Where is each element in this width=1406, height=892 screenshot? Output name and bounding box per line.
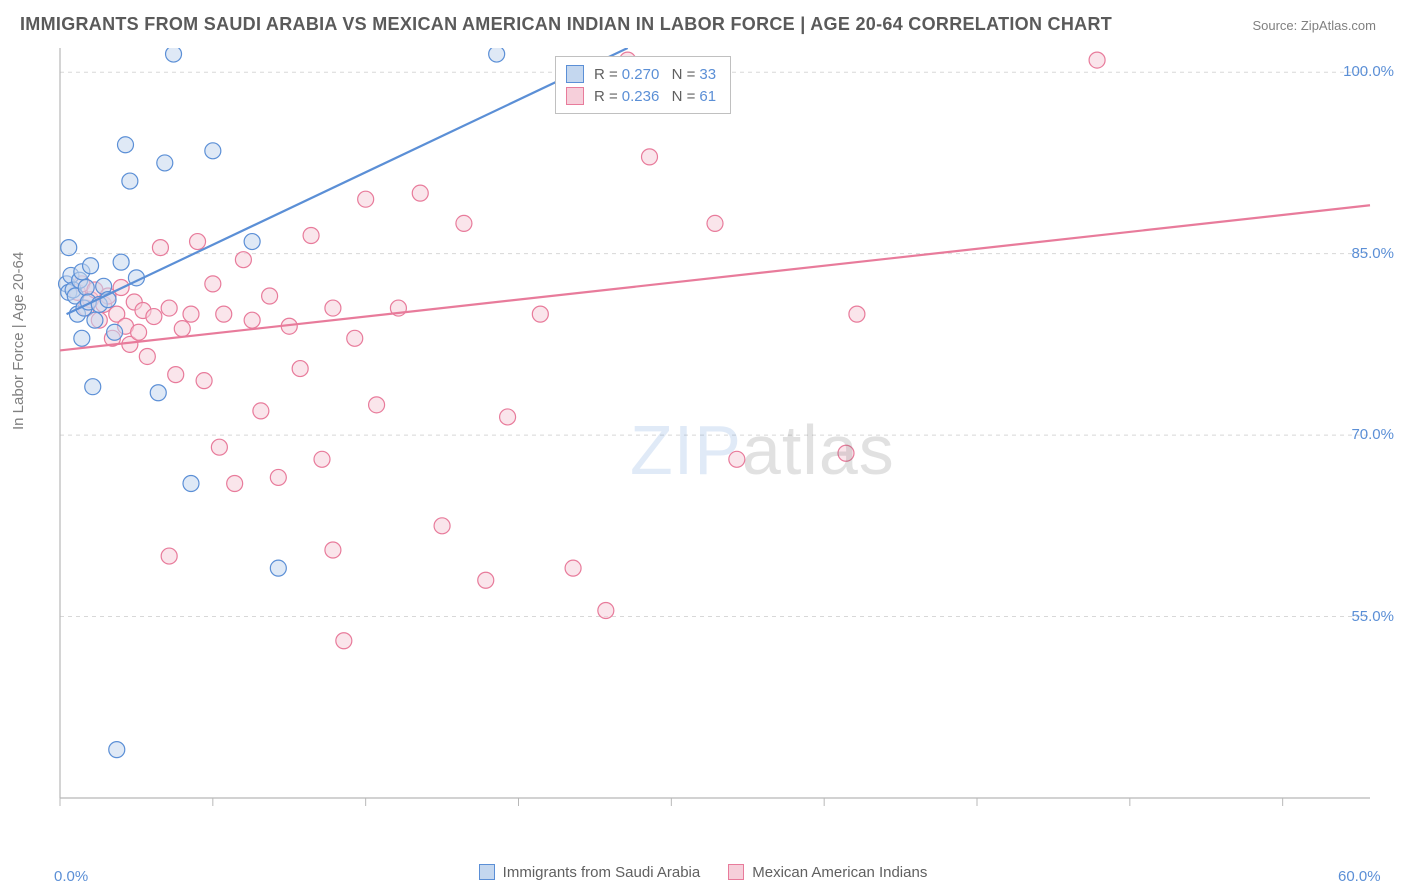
source-link[interactable]: ZipAtlas.com: [1301, 18, 1376, 33]
stats-r-label: R =: [594, 66, 618, 83]
legend-entry: Mexican American Indians: [728, 864, 927, 881]
y-tick-label: 70.0%: [1324, 426, 1394, 443]
stats-r-label: R =: [594, 88, 618, 105]
correlation-stats-box: R = 0.270 N = 33R = 0.236 N = 61: [555, 56, 731, 114]
source-prefix: Source:: [1252, 18, 1300, 33]
stats-r-value: 0.236: [622, 88, 660, 105]
stats-swatch: [566, 87, 584, 105]
chart-legend: Immigrants from Saudi Arabia Mexican Amer…: [0, 864, 1406, 885]
stats-row: R = 0.270 N = 33: [566, 63, 720, 85]
stats-swatch: [566, 65, 584, 83]
stats-n-value: 33: [699, 66, 716, 83]
chart-title: IMMIGRANTS FROM SAUDI ARABIA VS MEXICAN …: [20, 14, 1112, 35]
stats-n-value: 61: [699, 88, 716, 105]
stats-n-label: N =: [663, 66, 695, 83]
source-attribution: Source: ZipAtlas.com: [1252, 18, 1376, 33]
stats-row: R = 0.236 N = 61: [566, 85, 720, 107]
y-tick-label: 55.0%: [1324, 608, 1394, 625]
legend-swatch: [728, 864, 744, 880]
legend-label: Mexican American Indians: [752, 864, 927, 881]
legend-entry: Immigrants from Saudi Arabia: [479, 864, 701, 881]
stats-n-label: N =: [663, 88, 695, 105]
legend-swatch: [479, 864, 495, 880]
stats-r-value: 0.270: [622, 66, 660, 83]
legend-label: Immigrants from Saudi Arabia: [503, 864, 701, 881]
y-tick-label: 100.0%: [1324, 63, 1394, 80]
chart-plot-area: [50, 48, 1380, 828]
y-tick-label: 85.0%: [1324, 245, 1394, 262]
y-axis-label: In Labor Force | Age 20-64: [10, 252, 27, 430]
